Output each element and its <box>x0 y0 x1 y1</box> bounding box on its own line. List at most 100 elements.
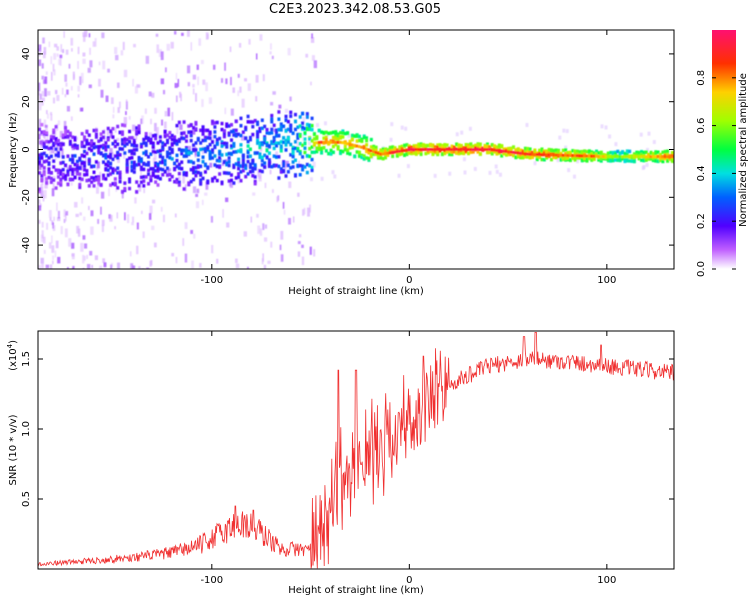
noise-cell <box>150 260 153 266</box>
band-cell <box>211 139 215 144</box>
band-cell <box>459 143 463 148</box>
band-cell <box>523 146 527 151</box>
band-cell <box>101 135 105 140</box>
band-cell <box>568 151 572 156</box>
band-cell <box>56 181 60 186</box>
band-cell <box>184 154 188 158</box>
band-cell <box>192 170 196 175</box>
band-cell <box>391 145 395 149</box>
noise-cell <box>64 94 67 98</box>
noise-cell <box>95 166 99 171</box>
band-cell <box>592 151 596 155</box>
band-cell <box>315 149 319 154</box>
band-cell <box>163 162 167 167</box>
band-cell <box>649 157 653 161</box>
band-core-cell <box>549 153 553 157</box>
colorbar-tick-label: 0.4 <box>696 165 707 181</box>
noise-cell <box>273 128 276 133</box>
band-core-cell <box>343 141 347 145</box>
band-cell <box>578 150 582 154</box>
band-cell <box>64 131 68 136</box>
band-cell <box>277 164 281 169</box>
band-cell <box>289 114 293 118</box>
band-cell <box>507 146 511 151</box>
noise-cell <box>151 199 156 204</box>
band-cell <box>464 142 468 147</box>
noise-cell <box>68 63 71 69</box>
band-cell <box>113 168 117 172</box>
band-cell <box>573 158 577 162</box>
band-core-cell <box>440 148 444 151</box>
band-cell <box>320 151 324 155</box>
noise-cell <box>65 82 68 87</box>
band-cell <box>118 170 122 175</box>
band-core-cell <box>668 155 671 159</box>
band-cell <box>201 128 205 133</box>
noise-cell <box>533 161 537 166</box>
band-cell <box>414 145 418 149</box>
band-cell <box>147 138 151 142</box>
noise-cell <box>468 126 472 131</box>
noise-cell <box>136 245 139 255</box>
band-cell <box>286 163 290 168</box>
band-core-cell <box>566 153 570 157</box>
band-core-cell <box>640 155 643 159</box>
band-cell <box>277 110 281 114</box>
band-cell <box>452 145 456 149</box>
band-cell <box>144 136 148 140</box>
noise-cell <box>301 244 304 248</box>
noise-cell <box>307 141 311 146</box>
band-cell <box>329 131 333 135</box>
band-cell <box>139 175 143 180</box>
band-cell <box>296 133 300 137</box>
band-cell <box>485 150 489 155</box>
noise-cell <box>205 82 208 92</box>
band-core-cell <box>324 140 328 144</box>
band-cell <box>68 157 72 162</box>
band-cell <box>284 129 288 133</box>
band-cell <box>83 168 87 172</box>
band-cell <box>341 131 345 135</box>
band-cell <box>229 152 233 156</box>
band-cell <box>184 134 188 139</box>
band-cell <box>180 160 184 164</box>
band-cell <box>151 141 155 146</box>
band-cell <box>384 149 388 154</box>
noise-cell <box>79 76 82 86</box>
band-cell <box>552 155 556 160</box>
band-cell <box>182 187 186 191</box>
band-cell <box>234 134 238 138</box>
band-core-cell <box>346 142 349 146</box>
noise-cell <box>57 256 61 264</box>
band-cell <box>196 151 200 155</box>
band-cell <box>331 144 335 149</box>
band-cell <box>192 126 196 130</box>
band-cell <box>170 157 174 161</box>
noise-cell <box>39 93 41 102</box>
band-cell <box>128 140 132 144</box>
band-cell <box>97 148 101 153</box>
noise-cell <box>50 114 53 121</box>
band-cell <box>168 172 172 177</box>
colorbar-tick-label: 0.8 <box>696 70 707 86</box>
band-cell <box>256 120 260 125</box>
noise-cell <box>60 226 63 235</box>
band-cell <box>308 137 312 141</box>
band-cell <box>365 149 369 154</box>
band-cell <box>182 136 186 141</box>
noise-cell <box>181 32 184 36</box>
noise-cell <box>397 173 401 178</box>
band-cell <box>293 146 297 151</box>
band-cell <box>407 151 411 155</box>
band-cell <box>298 134 302 138</box>
band-cell <box>104 148 108 152</box>
band-cell <box>187 124 191 128</box>
noise-cell <box>160 206 163 212</box>
band-cell <box>147 160 151 165</box>
band-cell <box>291 154 295 159</box>
band-core-cell <box>604 155 607 159</box>
noise-cell <box>56 202 58 212</box>
noise-cell <box>53 53 57 60</box>
band-cell <box>293 140 297 144</box>
noise-cell <box>62 49 65 53</box>
